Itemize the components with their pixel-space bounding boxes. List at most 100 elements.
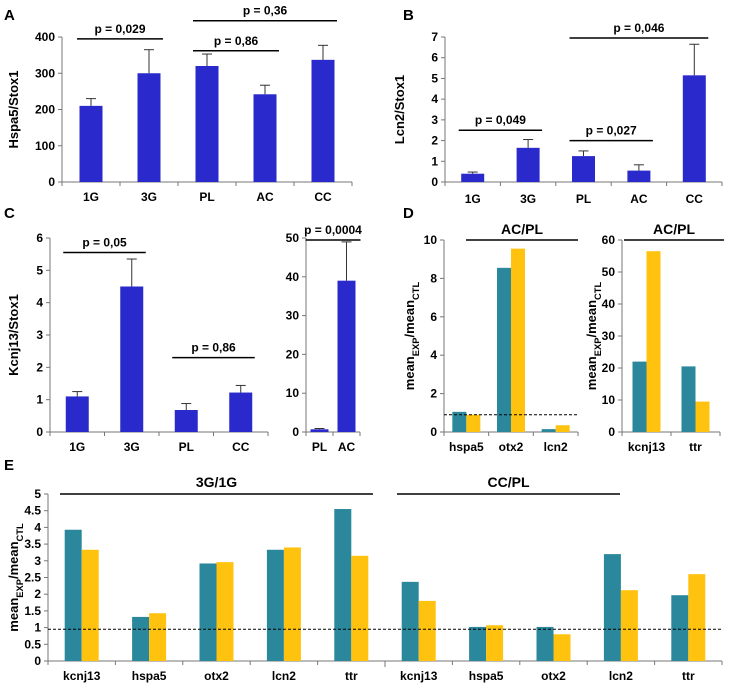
bar bbox=[461, 173, 485, 182]
bar bbox=[65, 396, 89, 432]
y-tick-label: 3 bbox=[36, 328, 43, 342]
bar-gold bbox=[553, 634, 571, 661]
y-tick-label: 7 bbox=[431, 30, 438, 44]
x-tick-label: otx2 bbox=[204, 669, 229, 683]
y-tick-label: 3 bbox=[34, 554, 41, 568]
y-tick-label: 8 bbox=[430, 271, 437, 285]
y-axis-label: meanEXP/meanCTL bbox=[584, 282, 603, 391]
bar-gold bbox=[695, 401, 710, 432]
panel-letter-d: D bbox=[403, 205, 414, 222]
bar-teal bbox=[469, 626, 487, 661]
y-tick-label: 4 bbox=[36, 296, 43, 310]
bar-teal bbox=[536, 626, 554, 661]
y-tick-label: 6 bbox=[36, 231, 43, 245]
y-tick-label: 1 bbox=[36, 393, 43, 407]
chart-c2: 0 10 20 30 40 50 PL AC p = 0,0004 bbox=[286, 223, 363, 454]
y-tick-label: 300 bbox=[35, 66, 55, 80]
x-tick-label: AC bbox=[338, 440, 356, 454]
x-tick-label: lcn2 bbox=[544, 440, 568, 454]
y-tick-label: 5 bbox=[34, 487, 41, 501]
y-tick-label: 1 bbox=[34, 621, 41, 635]
y-tick-label: 2 bbox=[430, 387, 437, 401]
x-tick-label: kcnj13 bbox=[400, 669, 438, 683]
bar bbox=[79, 105, 103, 182]
bar bbox=[120, 286, 144, 432]
group-title: AC/PL bbox=[653, 221, 695, 237]
x-tick-label: kcnj13 bbox=[628, 440, 666, 454]
y-tick-label: 400 bbox=[35, 30, 55, 44]
y-tick-label: 2 bbox=[36, 360, 43, 374]
y-tick-label: 4 bbox=[430, 348, 437, 362]
group-title: 3G/1G bbox=[196, 474, 237, 490]
x-tick-label: AC bbox=[256, 190, 274, 204]
x-tick-label: ttr bbox=[689, 440, 702, 454]
bar-gold bbox=[283, 547, 301, 661]
y-tick-label: 3 bbox=[431, 113, 438, 127]
bar-teal bbox=[64, 529, 82, 661]
x-tick-label: 3G bbox=[520, 192, 536, 206]
bar-teal bbox=[452, 411, 467, 432]
y-axis-label: Lcn2/Stox1 bbox=[392, 75, 407, 144]
x-tick-label: PL bbox=[199, 190, 214, 204]
chart-e: E 0 0.5 1 1.5 2 2.5 3 3.5 4 4.5 5 kcnj13 hspa5 otx2 lcn… bbox=[4, 457, 723, 683]
y-tick-label: 20 bbox=[602, 361, 616, 375]
x-tick-label: 1G bbox=[83, 190, 99, 204]
chart-b: B 0 1 2 3 4 5 6 7 1G 3G PL AC CC Lcn2/Stox1 p = 0,049 p … bbox=[392, 7, 723, 206]
x-tick-label: 3G bbox=[141, 190, 157, 204]
y-axis-label: meanEXP/meanCTL bbox=[6, 523, 25, 632]
bar bbox=[337, 280, 356, 432]
bar-gold bbox=[486, 625, 504, 661]
bar-gold bbox=[620, 590, 638, 661]
y-axis-label: Hspa5/Stox1 bbox=[6, 70, 21, 148]
bar-teal bbox=[603, 554, 621, 661]
y-tick-label: 200 bbox=[35, 103, 55, 117]
p-value-label: p = 0,86 bbox=[191, 341, 236, 355]
x-tick-label: kcnj13 bbox=[63, 669, 101, 683]
y-tick-label: 1 bbox=[431, 154, 438, 168]
bar-teal bbox=[681, 366, 696, 432]
y-tick-label: 2 bbox=[431, 134, 438, 148]
y-tick-label: 100 bbox=[35, 139, 55, 153]
bar-teal bbox=[632, 361, 647, 432]
x-tick-label: 3G bbox=[124, 440, 140, 454]
y-axis-label: Kcnj13/Stox1 bbox=[6, 294, 21, 376]
y-tick-label: 1.5 bbox=[24, 604, 41, 618]
bar bbox=[310, 429, 329, 432]
chart-d2: 0 10 20 30 40 50 60 kcnj13 ttr AC/PL bbox=[602, 221, 724, 454]
y-tick-label: 0 bbox=[608, 425, 615, 439]
x-tick-label: PL bbox=[576, 192, 591, 206]
bar bbox=[195, 66, 219, 182]
y-tick-label: 0.5 bbox=[24, 637, 41, 651]
x-tick-label: hspa5 bbox=[132, 669, 167, 683]
x-tick-label: AC bbox=[630, 192, 648, 206]
bar-gold bbox=[646, 251, 661, 432]
x-tick-label: ttr bbox=[682, 669, 695, 683]
x-tick-label: otx2 bbox=[499, 440, 524, 454]
y-tick-label: 0 bbox=[48, 175, 55, 189]
p-value-label: p = 0,86 bbox=[214, 34, 259, 48]
y-tick-label: 5 bbox=[36, 263, 43, 277]
x-tick-label: PL bbox=[312, 440, 327, 454]
bar bbox=[516, 147, 540, 182]
x-tick-label: otx2 bbox=[541, 669, 566, 683]
bar bbox=[253, 94, 277, 182]
bar-teal bbox=[401, 581, 419, 661]
y-tick-label: 10 bbox=[602, 393, 616, 407]
p-value-label: p = 0,0004 bbox=[304, 223, 362, 237]
x-tick-label: 1G bbox=[69, 440, 85, 454]
bar-teal bbox=[266, 549, 284, 661]
bar-teal bbox=[671, 595, 689, 661]
y-tick-label: 6 bbox=[430, 310, 437, 324]
panel-letter-c: C bbox=[4, 205, 15, 222]
bar-gold bbox=[351, 555, 369, 661]
y-tick-label: 10 bbox=[424, 233, 438, 247]
bar bbox=[572, 156, 595, 182]
chart-a: A 0 100 200 300 400 1G 3G PL AC CC Hspa5/Stox1 p = 0… bbox=[4, 4, 353, 204]
bar-teal bbox=[132, 616, 150, 661]
y-axis-label: meanEXP/meanCTL bbox=[402, 282, 421, 391]
y-tick-label: 6 bbox=[431, 51, 438, 65]
bar-gold bbox=[511, 248, 525, 432]
chart-d1: D 0 2 4 6 8 10 hspa5 otx2 lcn2 AC/PL bbox=[403, 205, 579, 454]
bar bbox=[627, 170, 651, 182]
